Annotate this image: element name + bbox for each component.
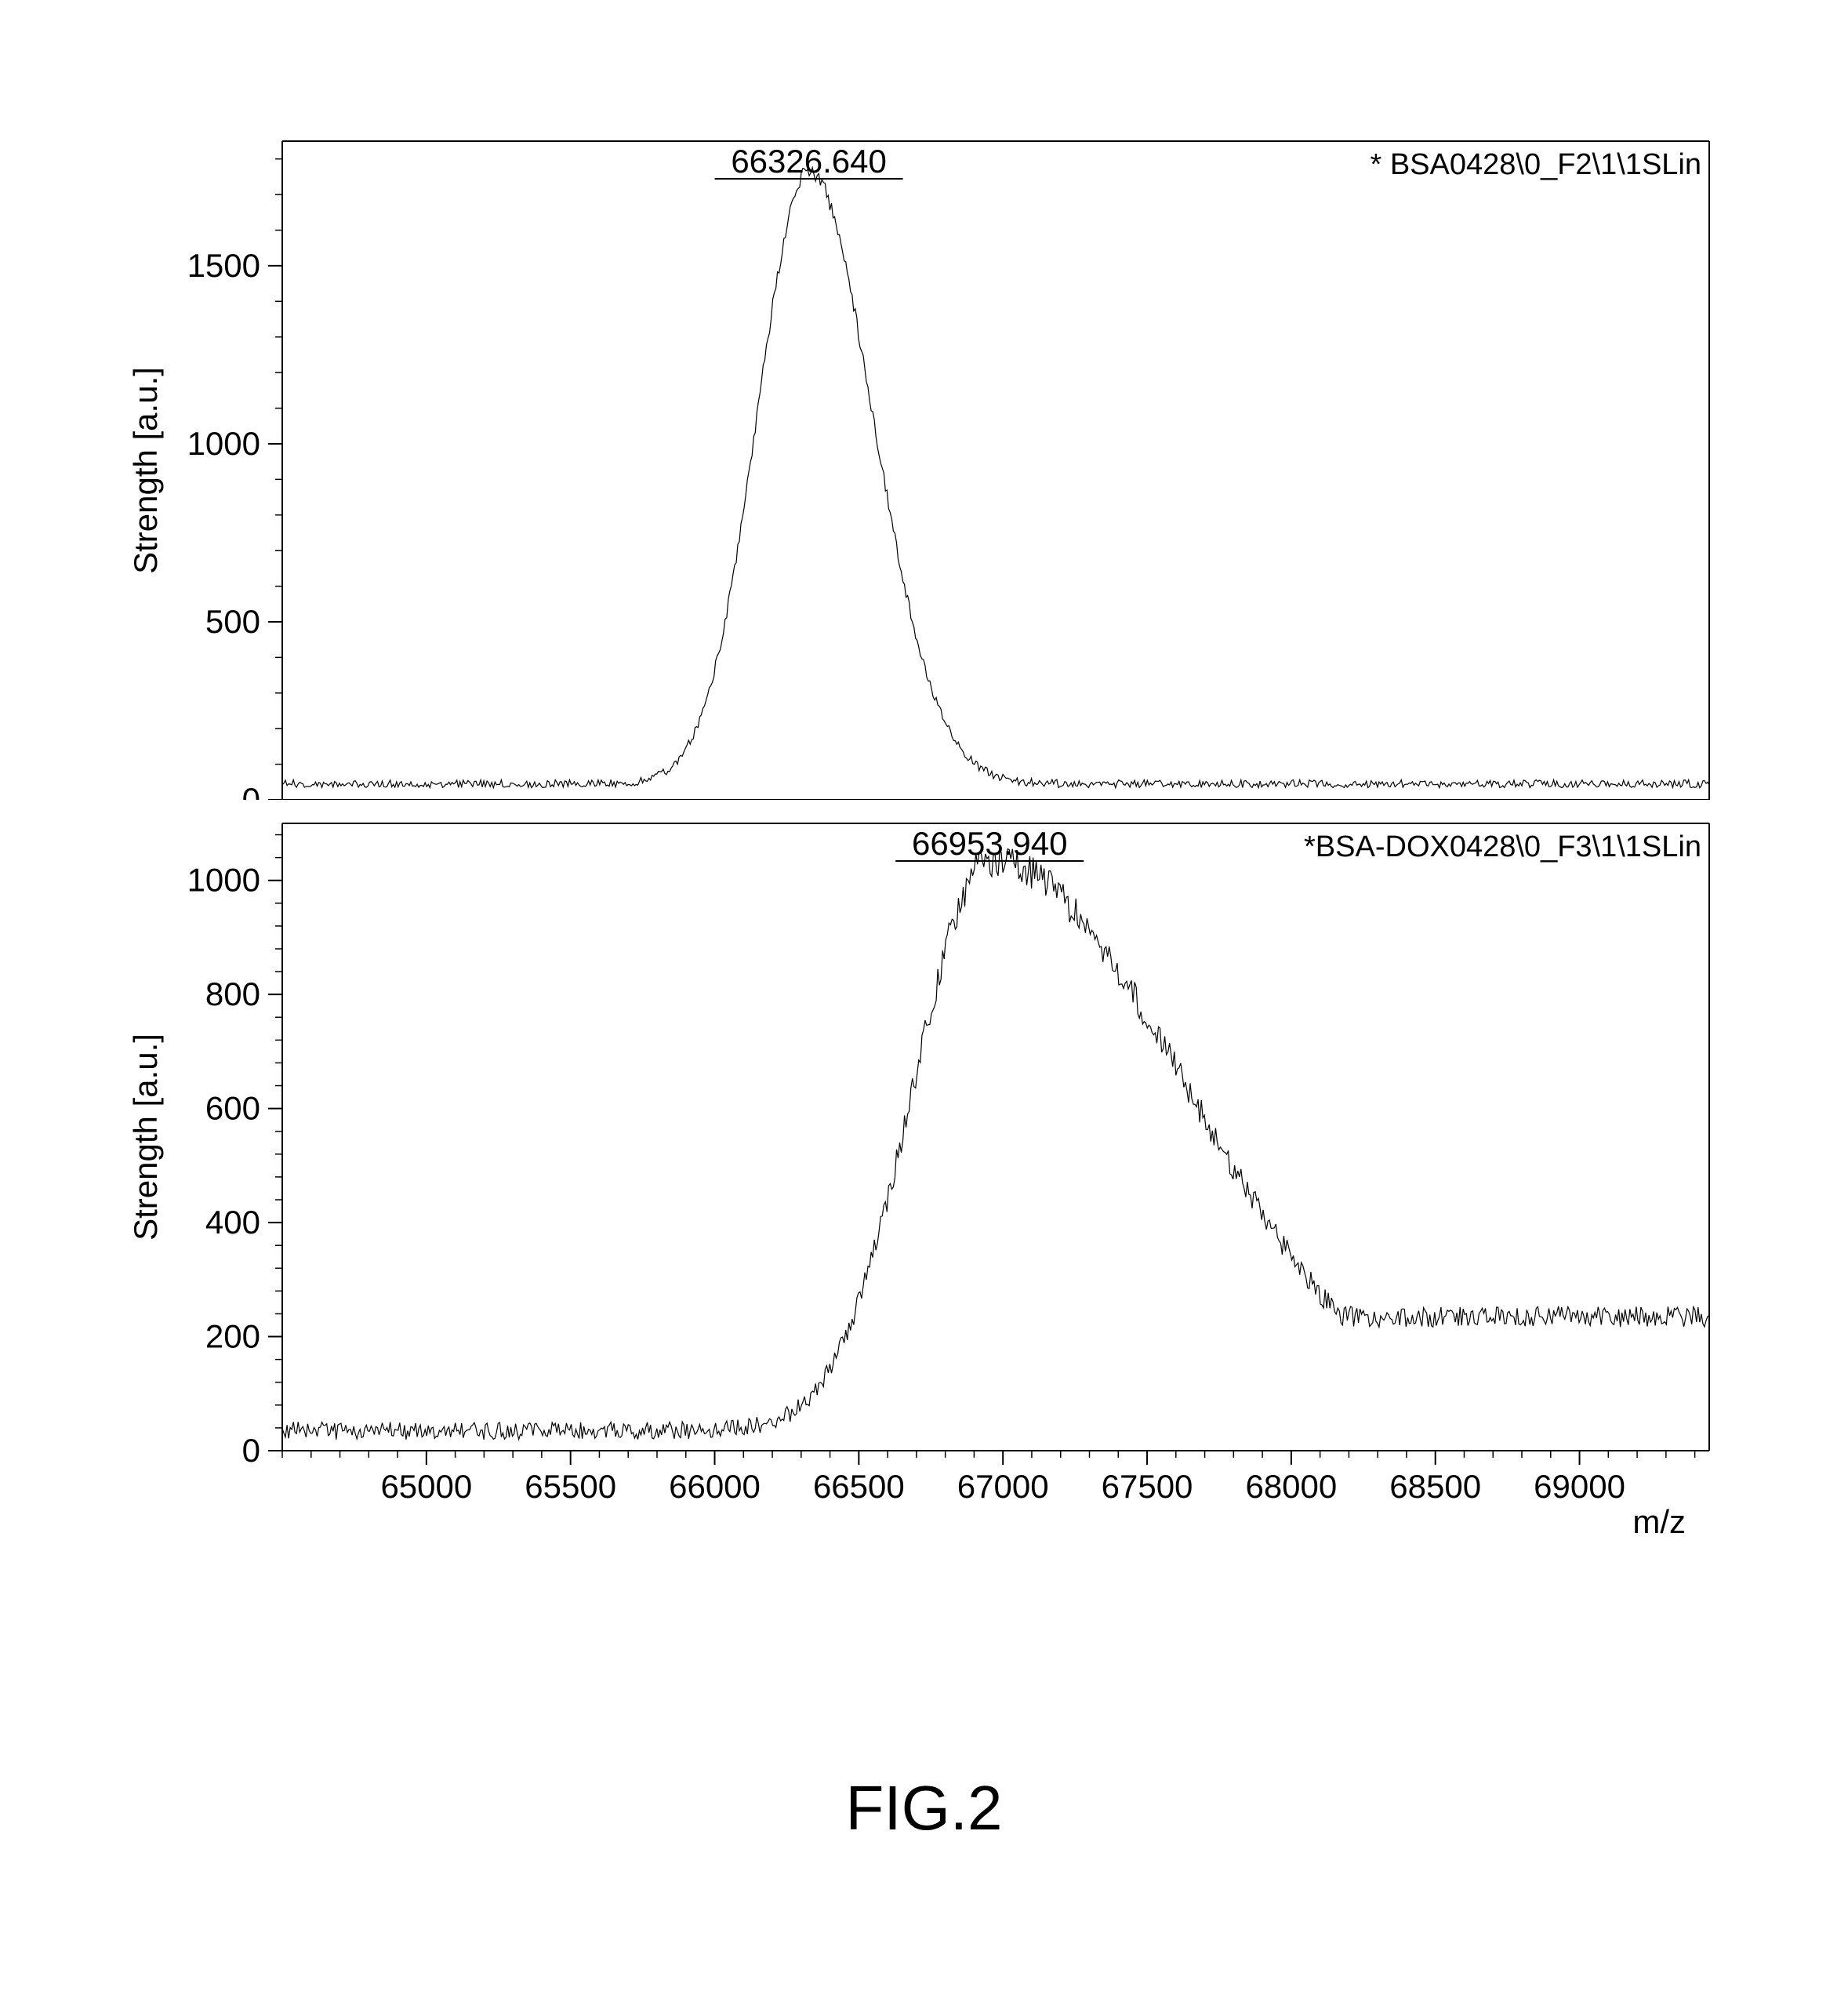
svg-text:* BSA0428\0_F2\1\1SLin: * BSA0428\0_F2\1\1SLin	[1370, 148, 1701, 181]
svg-text:800: 800	[205, 975, 260, 1012]
svg-text:500: 500	[205, 603, 260, 640]
svg-text:67000: 67000	[957, 1468, 1049, 1505]
mass-spectrum-bottom-panel: 0 200 400 600 800 1000 Strength [a.u.] 65000 655…	[110, 800, 1741, 1545]
svg-text:66326.640: 66326.640	[731, 143, 887, 180]
svg-text:69000: 69000	[1534, 1468, 1625, 1505]
svg-text:68000: 68000	[1245, 1468, 1337, 1505]
svg-text:65500: 65500	[525, 1468, 616, 1505]
svg-text:66953.940: 66953.940	[912, 825, 1068, 862]
svg-text:1500: 1500	[187, 247, 260, 284]
svg-text:Strength [a.u.]: Strength [a.u.]	[127, 367, 164, 574]
mass-spectrum-top-panel: 0 500 1000 1500 Strength [a.u.] 66326.640 * BS…	[110, 133, 1741, 800]
svg-text:66500: 66500	[813, 1468, 905, 1505]
svg-text:65000: 65000	[380, 1468, 472, 1505]
page: 0 500 1000 1500 Strength [a.u.] 66326.640 * BS…	[0, 0, 1848, 2009]
svg-text:600: 600	[205, 1090, 260, 1127]
svg-text:68500: 68500	[1389, 1468, 1481, 1505]
svg-text:Strength [a.u.]: Strength [a.u.]	[127, 1034, 164, 1241]
svg-text:m/z: m/z	[1632, 1503, 1686, 1540]
svg-text:66000: 66000	[669, 1468, 761, 1505]
svg-text:*BSA-DOX0428\0_F3\1\1SLin: *BSA-DOX0428\0_F3\1\1SLin	[1304, 830, 1701, 863]
svg-text:1000: 1000	[187, 425, 260, 462]
svg-text:1000: 1000	[187, 862, 260, 899]
svg-text:0: 0	[242, 1432, 260, 1469]
svg-text:67500: 67500	[1102, 1468, 1193, 1505]
svg-text:0: 0	[242, 781, 260, 800]
svg-text:400: 400	[205, 1204, 260, 1241]
svg-text:200: 200	[205, 1318, 260, 1355]
figure-caption: FIG.2	[0, 1772, 1848, 1844]
